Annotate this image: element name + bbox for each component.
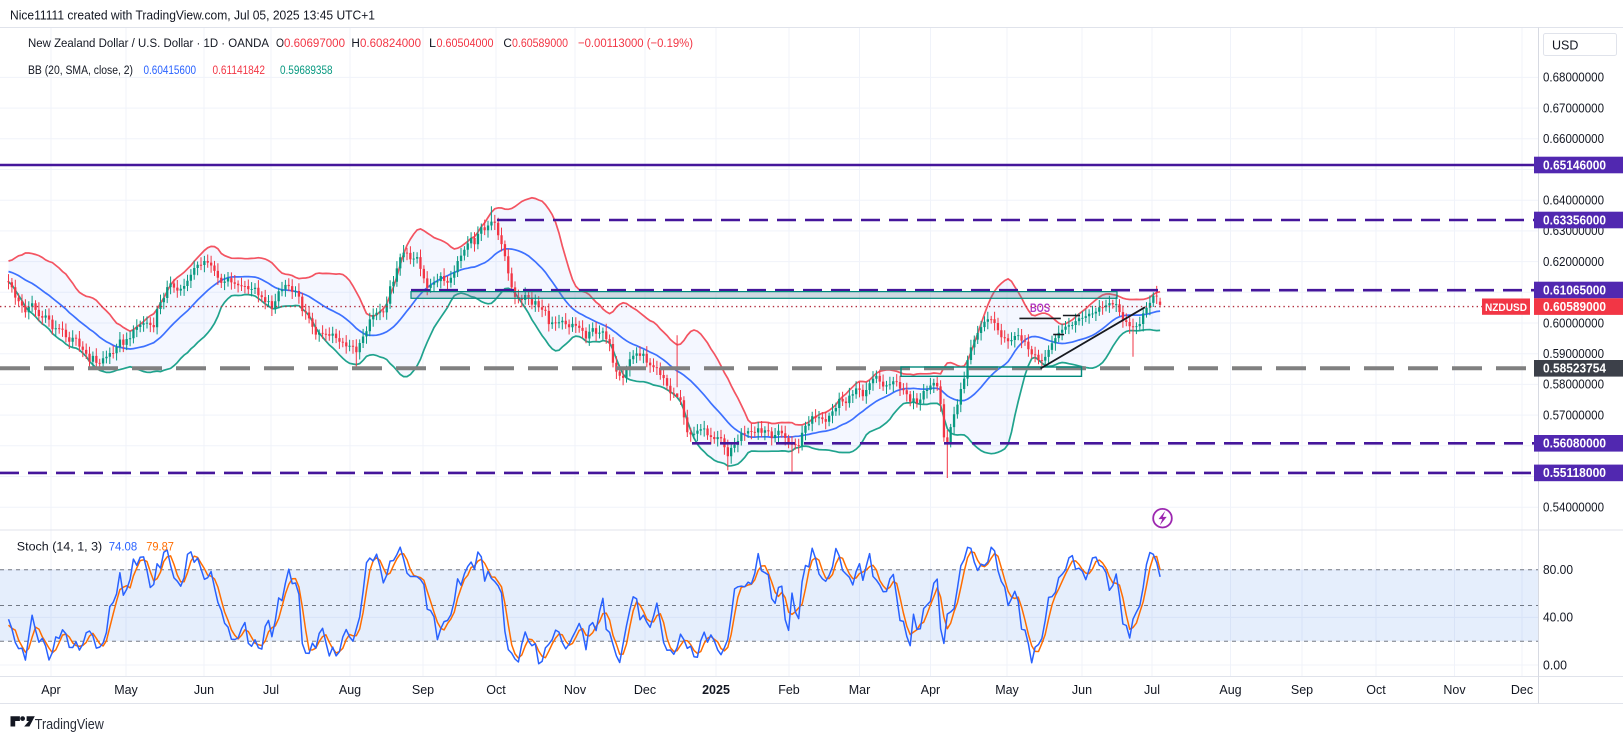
svg-text:0.54000000: 0.54000000 [1543, 501, 1604, 515]
svg-text:Jul: Jul [1144, 683, 1160, 697]
svg-text:L: L [429, 36, 436, 50]
svg-text:0.60589000: 0.60589000 [1543, 300, 1606, 314]
svg-text:0.61065000: 0.61065000 [1543, 283, 1606, 297]
svg-text:Aug: Aug [339, 683, 361, 697]
svg-text:C: C [503, 36, 512, 50]
svg-text:New Zealand Dollar / U.S. Doll: New Zealand Dollar / U.S. Dollar · 1D · … [28, 36, 270, 50]
svg-text:2025: 2025 [702, 683, 730, 697]
svg-text:0.59000000: 0.59000000 [1543, 347, 1604, 361]
svg-text:0.60589000: 0.60589000 [512, 36, 568, 50]
svg-text:Dec: Dec [634, 683, 656, 697]
svg-text:May: May [995, 683, 1019, 697]
svg-text:Nice11111 created with Trading: Nice11111 created with TradingView.com, … [10, 8, 375, 23]
svg-text:Feb: Feb [778, 683, 800, 697]
svg-text:0.67000000: 0.67000000 [1543, 101, 1604, 115]
svg-text:0.57000000: 0.57000000 [1543, 408, 1604, 422]
svg-text:Nov: Nov [1443, 683, 1466, 697]
svg-text:−0.00113000 (−0.19%): −0.00113000 (−0.19%) [578, 36, 693, 50]
svg-text:Mar: Mar [849, 683, 871, 697]
svg-text:0.00: 0.00 [1543, 658, 1567, 672]
svg-text:79.87: 79.87 [146, 540, 174, 554]
svg-text:May: May [114, 683, 138, 697]
svg-text:Oct: Oct [486, 683, 506, 697]
svg-text:O: O [276, 36, 284, 50]
svg-text:0.65146000: 0.65146000 [1543, 158, 1606, 172]
svg-text:NZDUSD: NZDUSD [1485, 302, 1527, 314]
svg-text:Dec: Dec [1511, 683, 1533, 697]
svg-text:Apr: Apr [41, 683, 60, 697]
svg-text:Jun: Jun [194, 683, 214, 697]
svg-text:0.60415600: 0.60415600 [144, 63, 197, 77]
svg-text:0.56080000: 0.56080000 [1543, 437, 1606, 451]
svg-text:0.62000000: 0.62000000 [1543, 255, 1604, 269]
svg-text:0.64000000: 0.64000000 [1543, 194, 1604, 208]
svg-text:Sep: Sep [412, 683, 434, 697]
svg-text:40.00: 40.00 [1543, 611, 1573, 625]
svg-text:Jul: Jul [263, 683, 279, 697]
svg-text:0.59689358: 0.59689358 [280, 63, 333, 77]
svg-text:0.60697000: 0.60697000 [284, 36, 345, 50]
svg-text:0.60000000: 0.60000000 [1543, 316, 1604, 330]
svg-text:0.63356000: 0.63356000 [1543, 213, 1606, 227]
svg-text:80.00: 80.00 [1543, 563, 1573, 577]
svg-text:H: H [351, 36, 360, 50]
svg-text:Stoch (14, 1, 3): Stoch (14, 1, 3) [17, 540, 102, 554]
svg-text:BOS: BOS [1030, 301, 1050, 315]
svg-text:0.58523754: 0.58523754 [1543, 362, 1606, 376]
svg-text:BB (20, SMA, close, 2): BB (20, SMA, close, 2) [28, 63, 133, 77]
svg-text:TradingView: TradingView [35, 716, 104, 733]
svg-text:0.55118000: 0.55118000 [1543, 466, 1606, 480]
svg-text:0.66000000: 0.66000000 [1543, 132, 1604, 146]
svg-text:Aug: Aug [1219, 683, 1241, 697]
svg-text:Sep: Sep [1291, 683, 1313, 697]
svg-text:0.60504000: 0.60504000 [437, 36, 494, 50]
svg-text:Jun: Jun [1072, 683, 1092, 697]
svg-text:Nov: Nov [564, 683, 587, 697]
svg-text:0.61141842: 0.61141842 [213, 63, 266, 77]
svg-text:0.68000000: 0.68000000 [1543, 71, 1604, 85]
svg-text:0.58000000: 0.58000000 [1543, 378, 1604, 392]
svg-text:Oct: Oct [1366, 683, 1386, 697]
svg-text:Apr: Apr [921, 683, 940, 697]
svg-text:USD: USD [1552, 39, 1578, 53]
svg-text:74.08: 74.08 [109, 540, 138, 554]
svg-text:0.60824000: 0.60824000 [360, 36, 421, 50]
